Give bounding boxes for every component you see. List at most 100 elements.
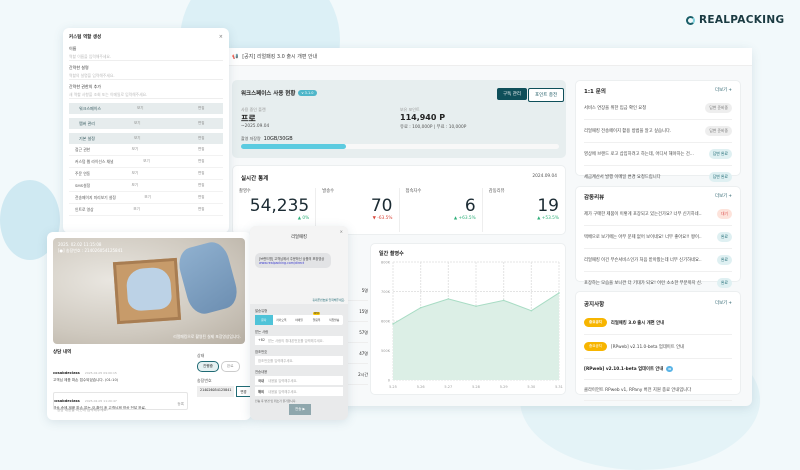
bubble-link[interactable]: www.realpacking.com/direct [259,261,305,265]
send-type-tab[interactable]: 이메일 [290,315,308,325]
data-point [392,323,394,325]
edit-checkbox[interactable]: 편집 [198,183,205,187]
inquiry-more-link[interactable]: 더보기 + [715,88,732,93]
notice-bar[interactable]: 📢 [공지] 리얼패킹 3.0 출시 개편 안내 [222,48,752,66]
permission-section[interactable]: 기본 설정 보기 편집 [69,133,223,144]
storage-progress-bar [241,144,559,149]
message-user: cosabdeclass [53,399,80,403]
status-badge: 대기 [717,209,732,219]
permission-row: SMS설정 보기 편집 [69,180,223,192]
ref-label: 참조번호 [255,350,268,354]
reviews-title: 감동리뷰 [584,195,605,201]
list-item[interactable]: 리얼패킹 이건 무슨서비스인가 처음 받아봤는데 너무 신기하네요... 완료 [584,249,732,272]
list-item[interactable]: 택배으로 보기에는 아무 문제 없어 보이네요! 너무 좋아요!! 짱이... 완… [584,226,732,249]
send-warning: 전송 후 변경 및 취소가 불가합니다. [255,399,297,403]
status-badge: 답변 준비중 [705,103,732,113]
message-user: cosabdeclass [53,371,80,375]
close-icon[interactable]: × [218,34,223,40]
stats-title: 실시간 통계 [241,176,269,182]
send-type-tab[interactable]: 카카오톡 [273,315,291,325]
memo-input[interactable]: 상담 내용을 이곳에 입력해주세요. 등록 [53,392,188,412]
send-type-label: 발송유형 [255,309,268,313]
send-type-tab[interactable]: 문자 [255,315,273,325]
view-checkbox[interactable]: 보기 [131,171,139,175]
video-caption: 리얼패킹으로 촬영된 실제 포장영상입니다. [173,334,241,339]
notice-text: [RPweb] v2.11.0-beta 업데이트 안내 [610,344,684,350]
status-done-toggle[interactable]: 완료 [220,361,240,372]
view-checkbox[interactable]: 보기 [143,159,150,163]
notice-text: 리얼패킹 3.0 출시 개편 안내 [610,320,665,326]
jeans-shape [175,238,241,318]
tab-label: 카카오톡 [276,318,287,322]
edit-checkbox[interactable]: 편집 [198,195,205,199]
history-title: 상담 내역 [53,350,72,355]
item-text: 택배으로 보기에는 아무 문제 없어 보이네요! 너무 좋아요!! 짱이... [584,235,702,240]
view-checkbox[interactable]: 보기 [131,183,138,187]
edit-checkbox[interactable]: 편집 [198,159,205,163]
logo-ring-icon [686,15,695,25]
notice-item[interactable]: 중요공지 리얼패킹 3.0 출시 개편 안내 [584,311,732,335]
role-member-input[interactable]: 새 역할 사항을 조회 또는 이메일로 입력해주세요. [69,90,223,99]
notice-item[interactable]: 중요공지 [RPweb] v2.11.0-beta 업데이트 안내 [584,335,732,359]
point-charge-button[interactable]: 포인트 충전 [528,88,565,102]
tab-label: 알림톡 [312,318,321,322]
list-item[interactable]: 서비스 연장을 위한 입금 확인 요청 답변 준비중 [584,97,732,120]
edit-checkbox[interactable]: 편집 [198,136,205,140]
submit-memo-button[interactable]: 등록 [177,402,184,406]
edit-checkbox[interactable]: 편집 [198,147,205,151]
send-type-tab[interactable]: 알림톡 NEW [308,312,326,325]
list-item[interactable]: 제가 구매한 제품이 이렇게 포장되고 있는건가요? 너무 신기하네... 대기 [584,203,732,226]
send-video-panel: 리얼패킹 × [브랜드명] 고객님께서 주문하신 상품의 포장영상 www.re… [250,226,348,420]
invoice-field[interactable]: 214026054125841 [197,386,235,397]
y-tick-label: 800K [381,261,391,265]
overseas-label: 해외 [258,390,265,394]
close-icon[interactable]: × [339,229,343,234]
ref-input[interactable]: 참조번호를 입력해주세요. [255,356,343,365]
status-label: 상태 [197,353,205,358]
reviews-more-link[interactable]: 더보기 + [715,194,732,199]
country-code-select[interactable]: +82 [258,338,265,342]
permission-section[interactable]: 워크스페이스 보기 편집 [69,103,223,114]
memo-placeholder: 상담 내용을 이곳에 입력해주세요. [57,408,108,412]
member-label: 간략한 권한의 추가 [69,84,101,89]
notices-more-link[interactable]: 더보기 + [715,301,732,306]
edit-checkbox[interactable]: 편집 [198,207,205,211]
edit-checkbox[interactable]: 편집 [198,121,205,125]
packing-video-thumbnail[interactable]: 2025. 02.02 11:15:08 [●] 송장번호 : 21402605… [53,238,245,344]
subscription-manage-button[interactable]: 구독 관리 [497,88,527,100]
edit-checkbox[interactable]: 편집 [198,171,205,175]
notice-item[interactable]: [RPweb] v2.10.1-beta 업데이트 안내 N [584,359,732,380]
role-desc-input[interactable]: 역할의 설명을 입력해주세요. [69,71,223,80]
permission-section[interactable]: 멤버 관리 보기 편집 [69,118,223,129]
overseas-content-input[interactable]: 내용을 입력해주세요. [268,390,298,394]
notice-item[interactable]: 클라이언트 RPweb v1, RPany 버전 지원 종료 안내입니다 [584,380,732,401]
view-checkbox[interactable]: 보기 [137,106,144,110]
stat-item: 촬영수 54,235 ▲ 0% [233,188,317,232]
message-item: cosabdeclass 2025-02-05 11:20:47 영상 속에 제품… [53,387,188,411]
stat-change: ▲ 0% [297,216,310,221]
role-name-input[interactable]: 역할 이름을 입력해주세요. [69,52,223,61]
edit-checkbox[interactable]: 편집 [198,106,205,110]
status-in-progress-toggle[interactable]: 진행중 [197,361,219,372]
send-button[interactable]: 전송 ▶ [289,404,312,415]
view-checkbox[interactable]: 보기 [134,136,141,140]
permission-label: SMS설정 [75,182,91,188]
list-item[interactable]: 리얼패킹 전송페이지 활용 방법을 알고 싶습니다. 답변 준비중 [584,120,732,143]
stat-value: 54,235 [249,196,310,216]
side-table-cell: 57명 [340,322,368,343]
points-detail: 유료 : 100,000P | 무료 : 10,000P [400,125,467,130]
shirt-shape [125,266,173,312]
view-checkbox[interactable]: 보기 [144,195,151,199]
list-item[interactable]: 영상에 브랜드 로고 삽입하려고 하는데, 어디서 해야하는 건... 답변 완료 [584,143,732,166]
send-type-tab[interactable]: 직접발송 [325,315,343,325]
view-checkbox[interactable]: 보기 [131,147,139,151]
inquiry-card: 1:1 문의 더보기 + 서비스 연장을 위한 입금 확인 요청 답변 준비중 리얼패… [575,80,741,189]
to-input[interactable]: 받는 사람의 휴대폰번호를 입력해주세요. [267,339,324,343]
realtime-stats-card: 실시간 통계 2024.09.04 촬영수 54,235 ▲ 0% 발송수 70 ▼ -6… [232,165,566,235]
view-checkbox[interactable]: 보기 [134,121,141,125]
domestic-content-input[interactable]: 내용을 입력해주세요. [268,379,298,383]
status-badge: 완료 [717,278,732,288]
new-badge: NEW [312,312,321,315]
invoice-change-button[interactable]: 변경 [236,386,251,397]
view-checkbox[interactable]: 보기 [133,207,140,211]
